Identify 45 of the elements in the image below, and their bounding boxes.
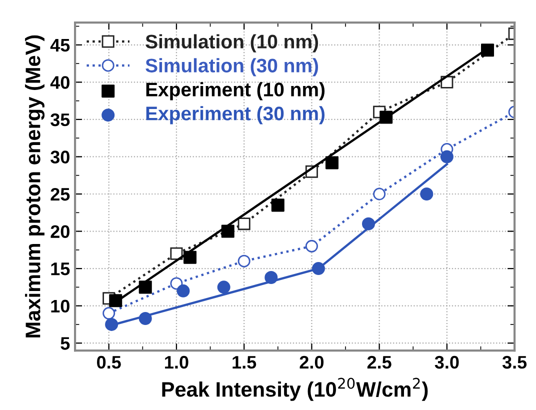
x-tick-label: 3.5 bbox=[502, 356, 527, 369]
y-tick-label: 5 bbox=[60, 337, 70, 350]
x-tick-label: 2.5 bbox=[367, 356, 392, 369]
x-tick-label: 3.0 bbox=[434, 356, 459, 369]
point bbox=[217, 280, 230, 294]
point bbox=[238, 254, 250, 268]
y-tick-label: 10 bbox=[51, 300, 70, 313]
point bbox=[170, 247, 183, 260]
y-tick-label: 30 bbox=[50, 150, 70, 164]
point bbox=[138, 312, 152, 325]
point bbox=[238, 218, 250, 230]
point bbox=[312, 262, 325, 276]
x-tick-label: 1.5 bbox=[232, 356, 256, 369]
legend-label: Experiment (10 nm) bbox=[146, 82, 325, 100]
y-tick-label: 45 bbox=[50, 39, 70, 52]
y-tick-label: 40 bbox=[50, 76, 70, 89]
point bbox=[138, 280, 152, 294]
y-axis-title: Maximum proton energy (MeV) bbox=[25, 35, 45, 338]
x-tick-label: 2.0 bbox=[300, 356, 324, 369]
y-tick-label: 35 bbox=[50, 113, 70, 126]
point bbox=[325, 156, 338, 170]
y-tick-label: 15 bbox=[51, 262, 70, 276]
point bbox=[373, 188, 386, 200]
point bbox=[481, 44, 494, 57]
point bbox=[264, 270, 278, 284]
legend-label: Simulation (10 nm) bbox=[146, 34, 318, 52]
y-tick-label: 20 bbox=[50, 225, 70, 238]
point bbox=[221, 224, 234, 238]
x-axis-title: Peak Intensity (10$^{20}$W/cm$^{2}$) bbox=[162, 378, 428, 401]
point bbox=[102, 307, 116, 320]
point bbox=[105, 318, 118, 331]
legend-label: Simulation (30 nm) bbox=[146, 58, 318, 76]
point bbox=[109, 294, 122, 308]
y-tick-label: 25 bbox=[50, 188, 70, 201]
point bbox=[305, 240, 318, 252]
point bbox=[271, 198, 284, 212]
point bbox=[380, 110, 393, 124]
x-tick-label: 1.0 bbox=[165, 356, 188, 369]
point bbox=[362, 217, 376, 230]
x-tick-label: 0.5 bbox=[97, 356, 121, 369]
point bbox=[440, 150, 454, 164]
legend-label: Experiment (30 nm) bbox=[146, 106, 325, 124]
point bbox=[183, 250, 196, 264]
point bbox=[420, 188, 434, 201]
point bbox=[176, 284, 190, 298]
